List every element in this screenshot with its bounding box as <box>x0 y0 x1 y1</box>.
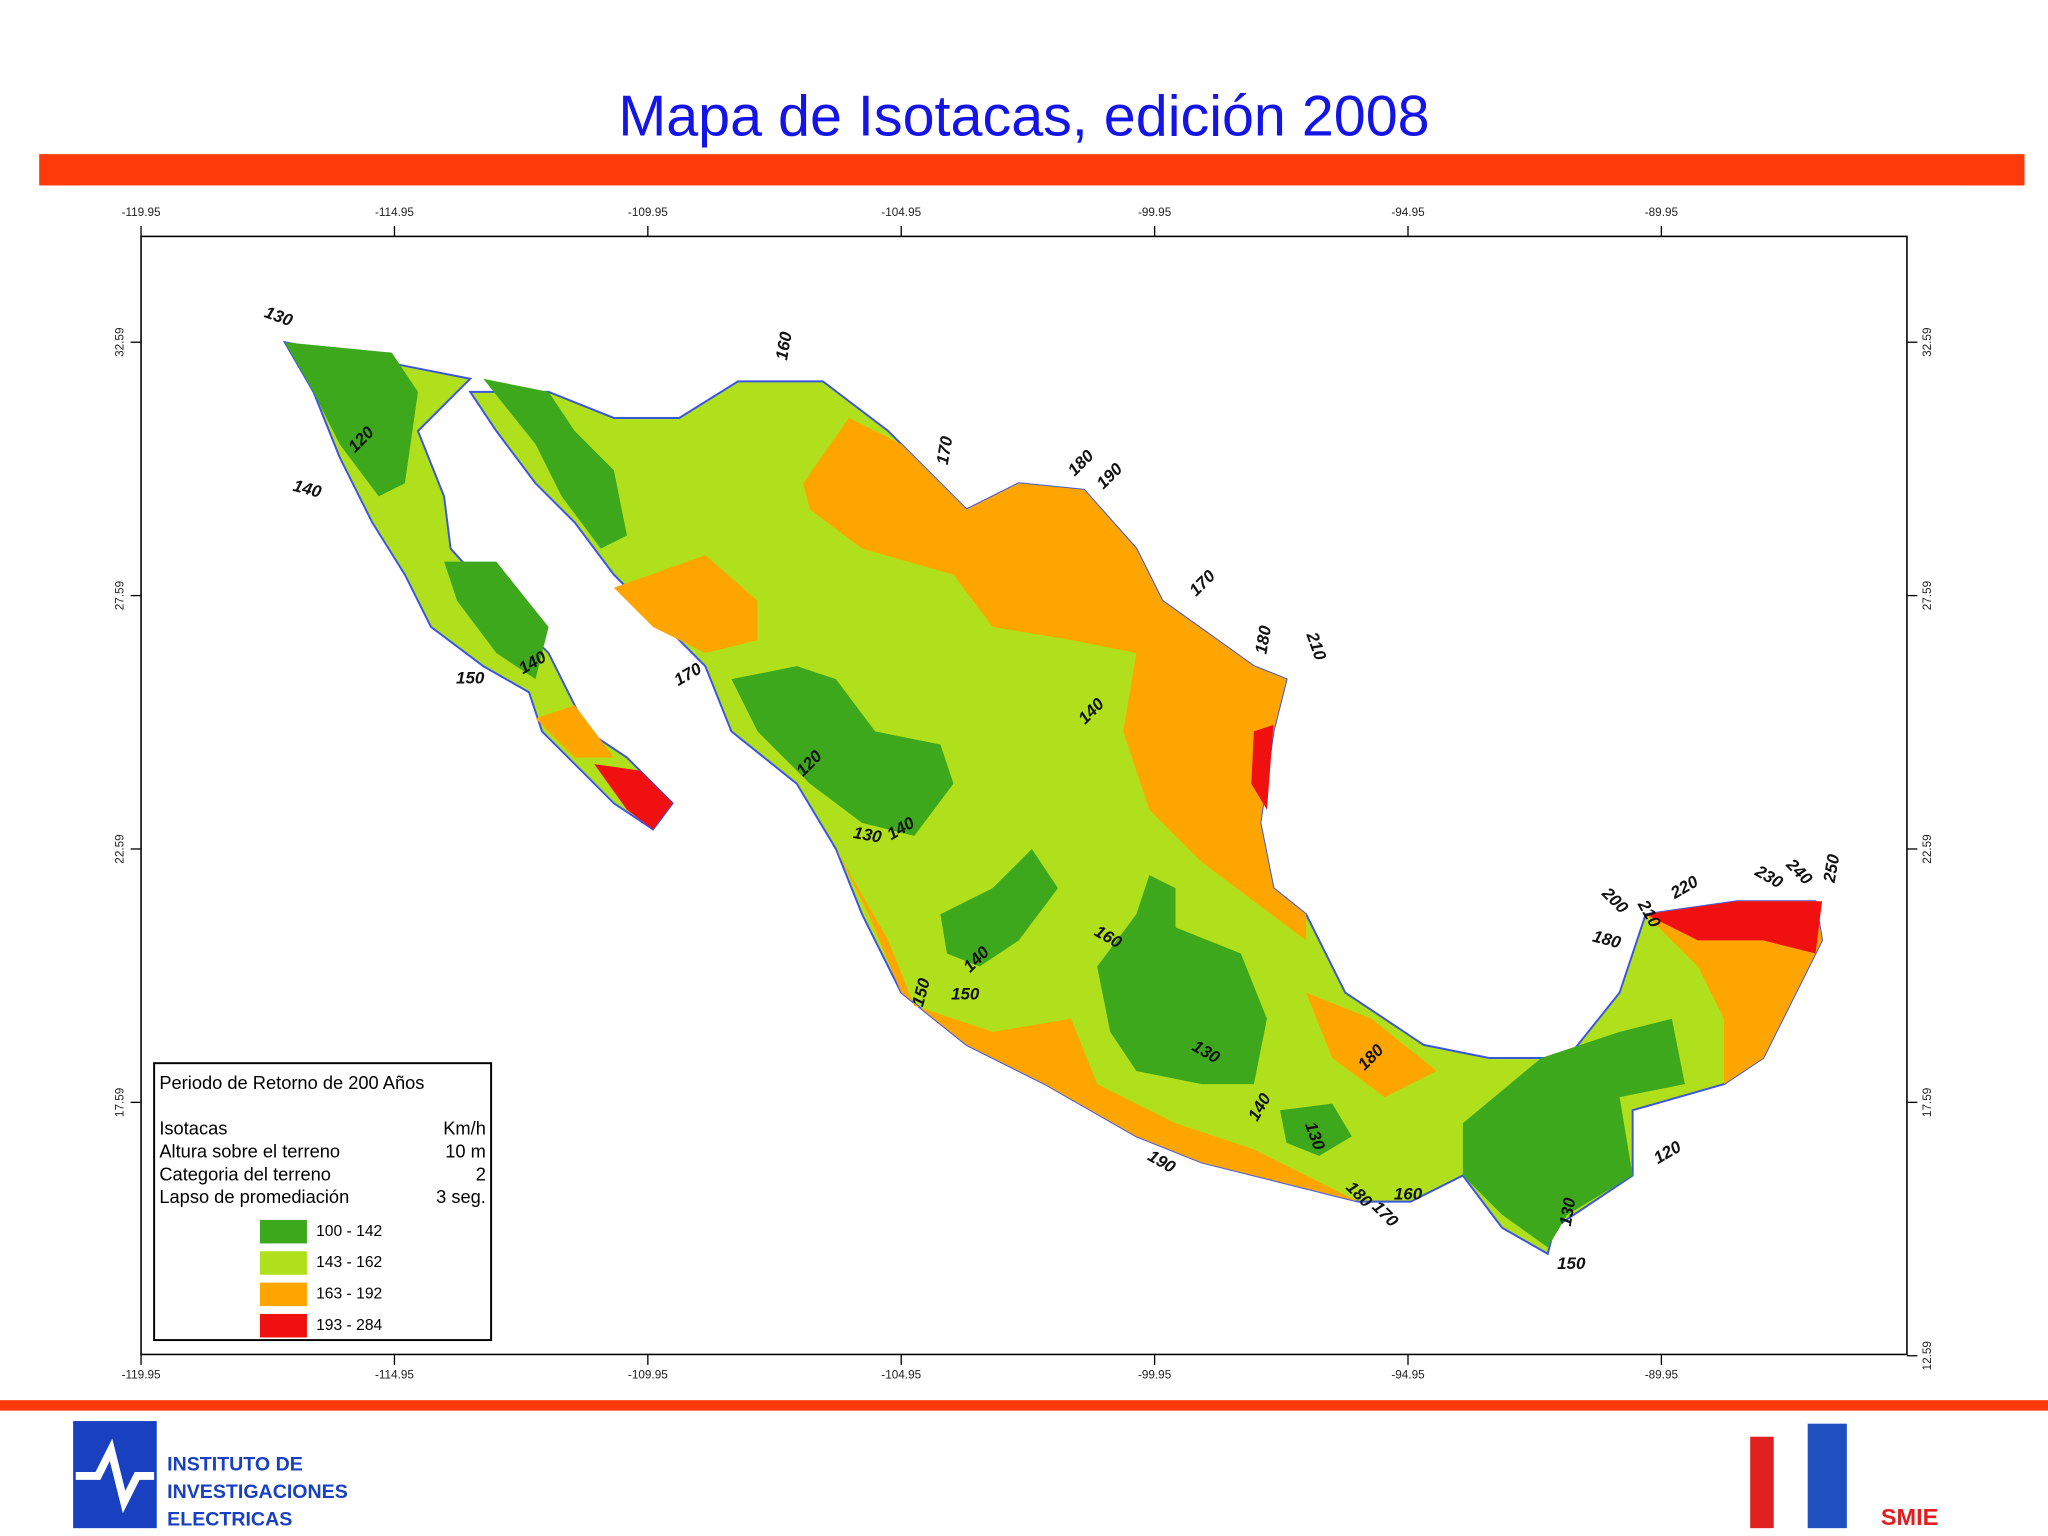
contour-label: 250 <box>1820 852 1844 885</box>
green-7 <box>1462 1018 1685 1248</box>
contour-label: 160 <box>772 330 796 362</box>
lon-tick-label: -104.95 <box>881 206 921 219</box>
baja-orange <box>535 705 614 758</box>
contour-label: 170 <box>933 434 957 466</box>
logo-text: INVESTIGACIONES <box>167 1481 348 1503</box>
lon-tick-label: -119.95 <box>122 1368 161 1381</box>
lon-tick-label: -99.95 <box>1138 1368 1172 1381</box>
logo-text: INSTITUTO DE <box>167 1454 303 1476</box>
legend-row-value: Km/h <box>443 1118 486 1139</box>
contour-label: 150 <box>951 985 980 1004</box>
gulf-orange <box>1306 992 1437 1098</box>
lat-tick-label: 22.59 <box>1921 834 1934 863</box>
legend-row-label: Altura sobre el terreno <box>159 1140 340 1161</box>
lon-tick-label: -99.95 <box>1138 206 1172 219</box>
lat-tick-label: 17.59 <box>1921 1088 1934 1117</box>
lat-tick-label: 27.59 <box>1921 581 1934 610</box>
lat-tick-label: 27.59 <box>113 581 126 610</box>
legend-row-label: Isotacas <box>159 1118 227 1139</box>
lon-tick-label: -104.95 <box>881 1368 921 1381</box>
legend-swatch <box>259 1313 307 1338</box>
legend-swatch <box>259 1219 307 1244</box>
green-1 <box>284 342 418 497</box>
lon-tick-label: -89.95 <box>1645 1368 1679 1381</box>
legend-row-value: 10 m <box>445 1140 486 1161</box>
land <box>282 340 1824 1256</box>
bottom-bar <box>0 1400 2048 1411</box>
lat-tick-label: 12.59 <box>1921 1341 1934 1370</box>
yucatan-orange <box>1645 901 1823 1085</box>
green-5 <box>940 848 1058 967</box>
contour-label: 150 <box>1557 1254 1586 1273</box>
lon-tick-label: -109.95 <box>628 1368 668 1381</box>
lon-tick-label: -114.95 <box>375 1368 414 1381</box>
contour-label: 130 <box>852 823 884 847</box>
green-6 <box>1097 875 1267 1085</box>
legend-class-label: 100 - 142 <box>316 1223 382 1240</box>
sonora-orange <box>613 555 758 654</box>
contour-label: 180 <box>1252 624 1276 656</box>
red-2 <box>1251 724 1274 810</box>
legend-box <box>153 1062 493 1342</box>
legend-swatch <box>259 1251 307 1275</box>
lon-tick-label: -89.95 <box>1645 206 1679 219</box>
legend-class-label: 143 - 162 <box>316 1254 382 1271</box>
legend-class-label: 163 - 192 <box>316 1286 382 1303</box>
legend: Periodo de Retorno de 200 Años Isotacas K… <box>153 1062 493 1342</box>
lat-tick-label: 32.59 <box>113 328 126 357</box>
mainland <box>468 380 1824 1256</box>
legend-class-label: 193 - 284 <box>316 1317 382 1334</box>
logo-text: ELECTRICAS <box>167 1508 292 1530</box>
green-8 <box>1280 1103 1352 1156</box>
lon-tick-label: -114.95 <box>375 206 414 219</box>
lon-tick-label: -94.95 <box>1391 206 1425 219</box>
contour-label: 130 <box>1556 1196 1580 1228</box>
logo-right: SMIE <box>1750 1423 1938 1530</box>
legend-row-value: 2 <box>476 1163 486 1184</box>
green-4 <box>731 666 954 836</box>
lon-tick-label: -109.95 <box>628 206 668 219</box>
lon-tick-label: -119.95 <box>122 206 161 219</box>
legend-row-label: Categoria del terreno <box>159 1163 331 1184</box>
red-1 <box>594 764 673 830</box>
lat-tick-label: 22.59 <box>113 834 126 863</box>
green-2 <box>483 378 627 549</box>
green-3 <box>444 561 549 680</box>
legend-row-value: 3 seg. <box>436 1186 486 1207</box>
logo-text: SMIE <box>1881 1504 1938 1530</box>
lon-tick-label: -94.95 <box>1391 1368 1425 1381</box>
contour-label: 150 <box>456 669 485 688</box>
legend-row-label: Lapso de promediación <box>159 1186 349 1207</box>
logo-bar <box>1807 1423 1847 1529</box>
slide-title: Mapa de Isotacas, edición 2008 <box>618 84 1429 148</box>
ne-orange <box>803 417 1307 941</box>
legend-title: Periodo de Retorno de 200 Años <box>159 1072 424 1093</box>
red-3 <box>1645 901 1823 954</box>
lat-tick-label: 17.59 <box>113 1088 126 1117</box>
top-bar <box>39 154 2025 186</box>
logo-bar <box>1750 1436 1774 1529</box>
contour-label: 160 <box>1394 1185 1423 1204</box>
logo-left: INSTITUTO DE INVESTIGACIONES ELECTRICAS <box>73 1421 348 1530</box>
legend-swatch <box>259 1282 307 1307</box>
logo-wave <box>75 1438 155 1514</box>
lat-tick-label: 32.59 <box>1921 328 1934 357</box>
